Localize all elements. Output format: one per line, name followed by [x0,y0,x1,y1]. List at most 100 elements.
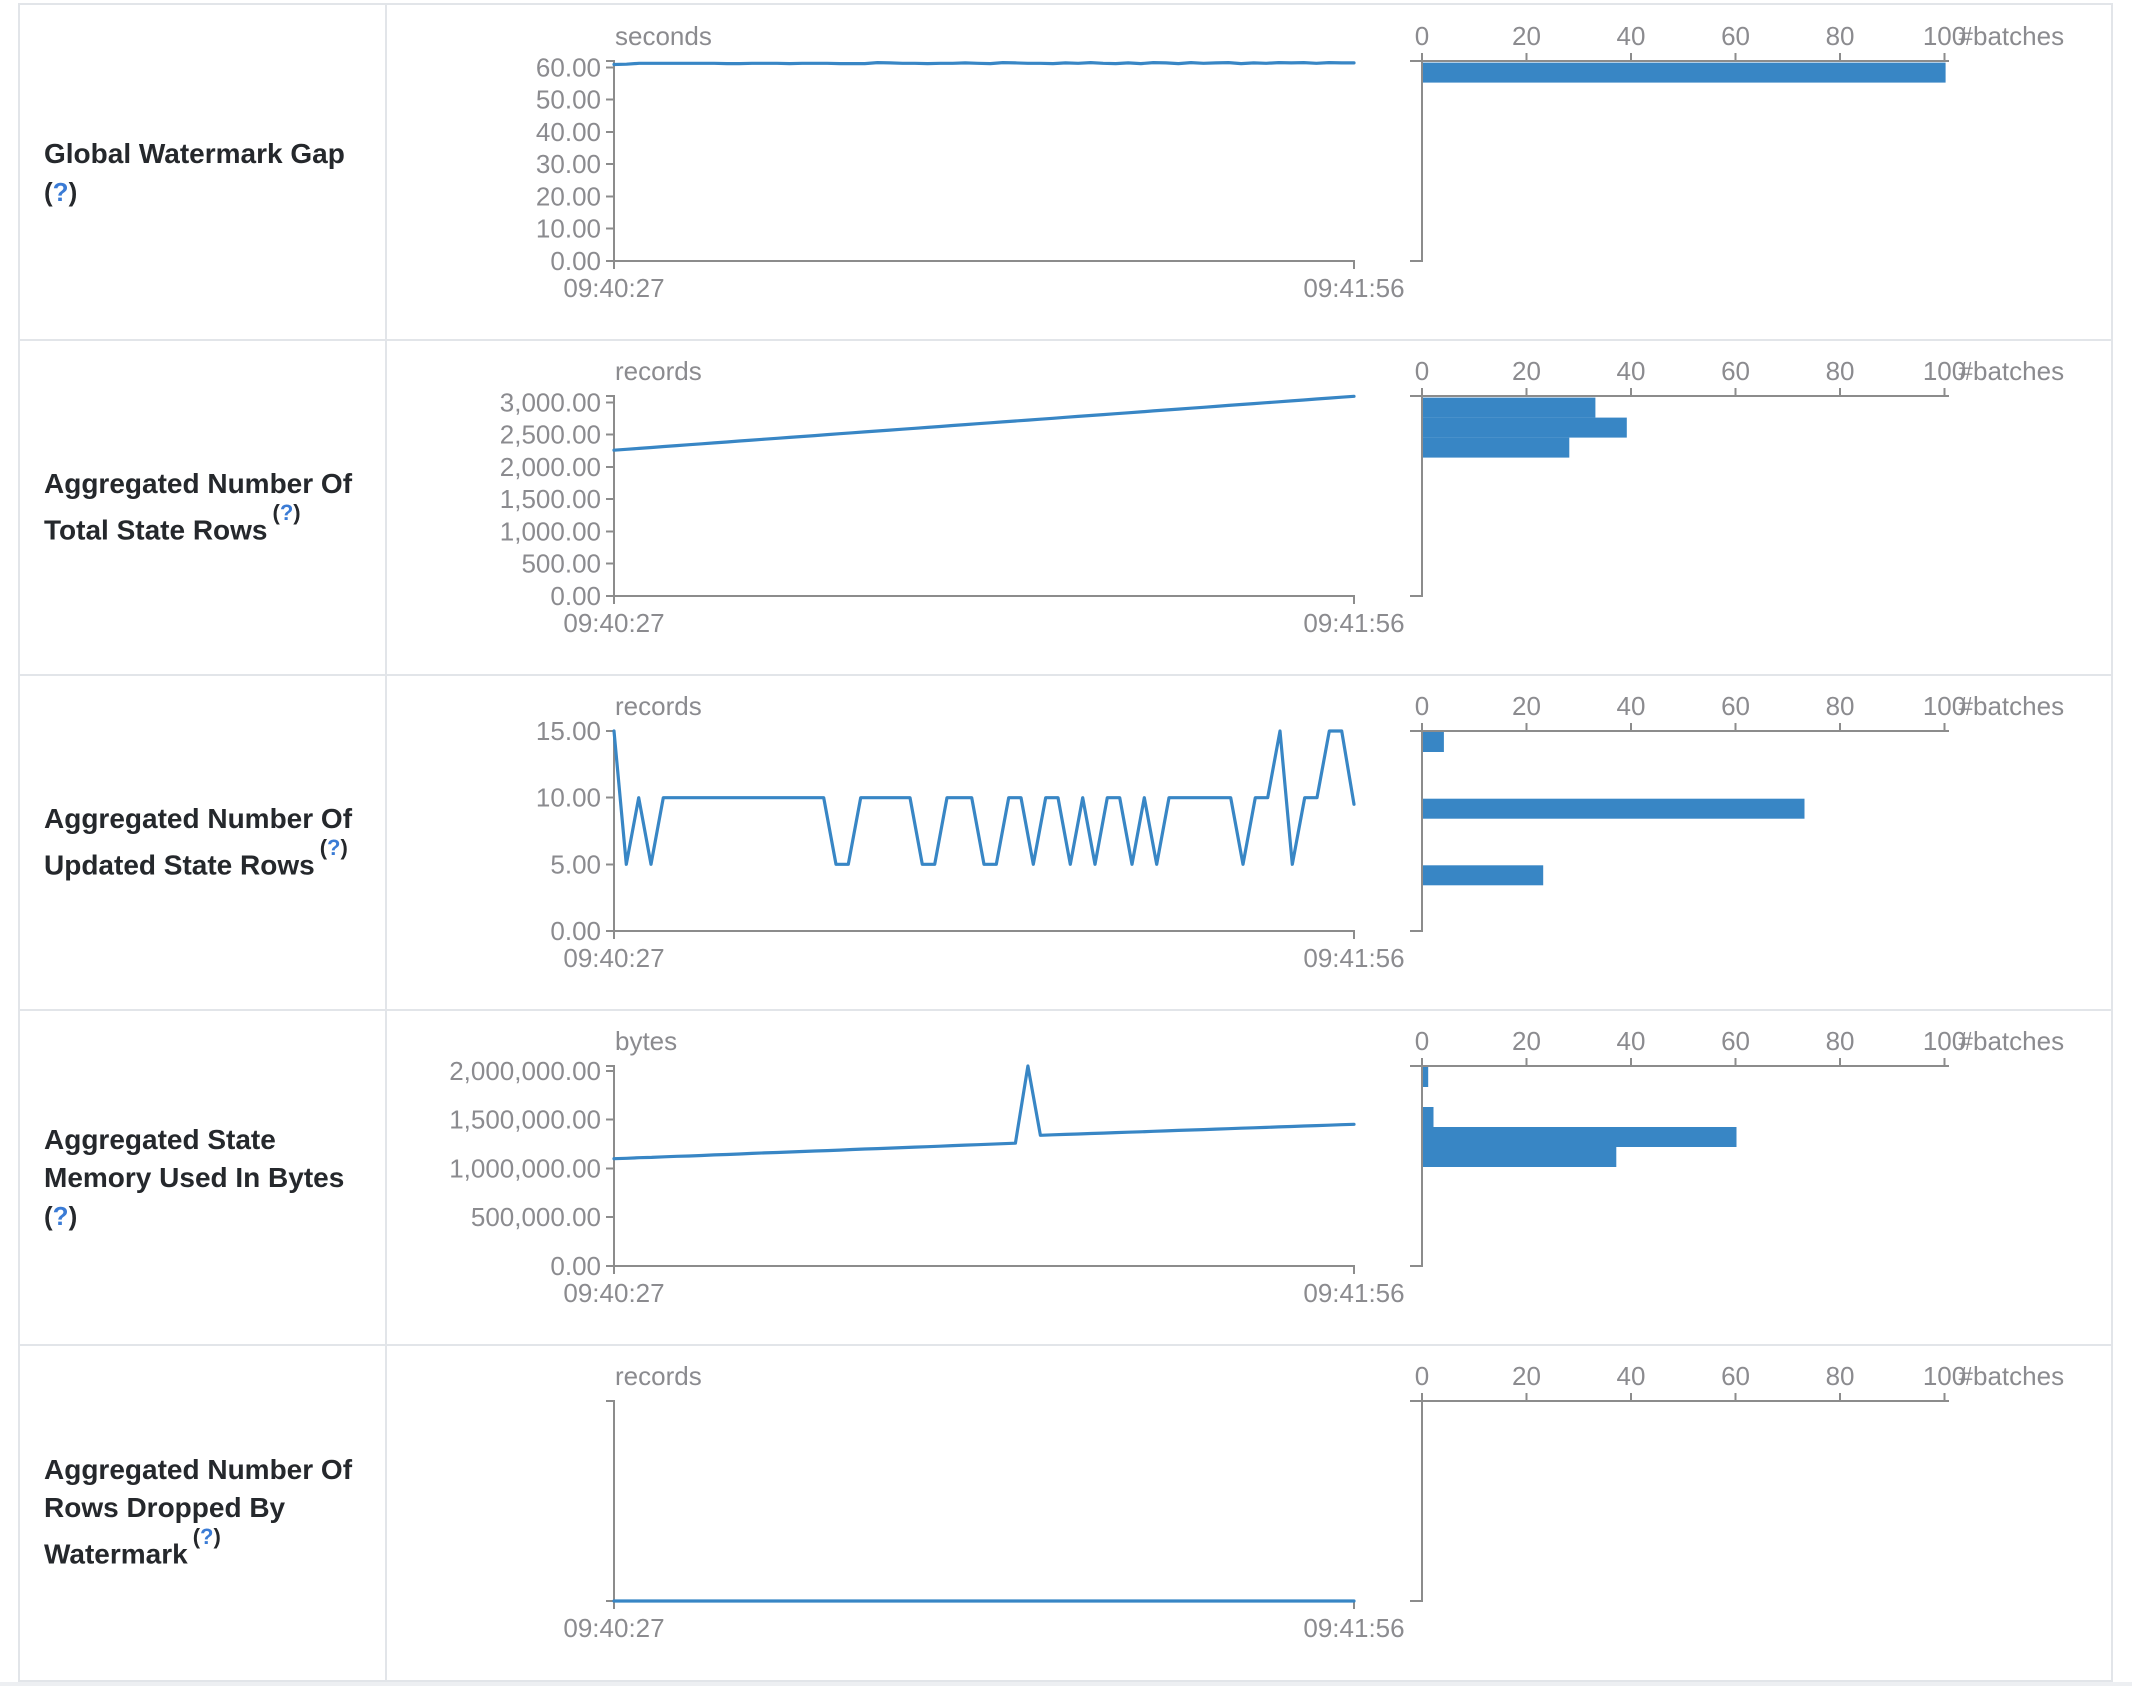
metric-title-line: Global Watermark Gap [44,137,345,169]
batches-tick-label: 60 [1721,1026,1750,1056]
help-question-icon[interactable]: ? [200,1524,214,1550]
histogram-chart: 0 20 40 60 80 100#batches [1410,691,2065,932]
page-footer-strip [0,1682,2132,1686]
y-tick-label: 2,000,000.00 [449,1056,601,1086]
y-tick-label: 3,000.00 [500,387,601,417]
x-start-label: 09:40:27 [563,1278,664,1308]
y-tick-label: 1,000,000.00 [449,1153,601,1183]
unit-label: records [615,1361,702,1391]
histogram-chart: 0 20 40 60 80 100#batches [1410,1361,2065,1602]
metrics-rows: Global Watermark Gap (?) seconds 60.00 50.0… [20,5,2111,1680]
histogram-chart: 0 20 40 60 80 100#batches [1410,356,2065,597]
unit-label: records [615,356,702,386]
y-tick-label: 500.00 [521,549,601,579]
help-paren-close: ) [293,500,301,526]
x-end-label: 09:41:56 [1303,943,1404,973]
y-tick-label: 5.00 [550,849,601,879]
batches-tick-label: 60 [1721,691,1750,721]
y-tick-label: 0.00 [550,1251,601,1281]
timeline-chart: records 3,000.002,500.002,000.001,500.001… [500,356,1405,638]
help-link[interactable]: (?) [320,835,348,860]
x-start-label: 09:40:27 [563,273,664,303]
metric-label-cell: Aggregated Number Of Rows Dropped By Water… [20,1345,385,1680]
batches-tick-label: 40 [1617,691,1646,721]
column-divider [385,5,387,1680]
help-question-icon[interactable]: ? [327,835,341,861]
metric-title: Aggregated Number Of Rows Dropped By Water… [44,1451,371,1573]
batches-axis-label: #batches [1959,21,2065,51]
help-link[interactable]: (?) [44,173,371,211]
metric-title-line: Aggregated Number Of [44,803,353,835]
help-link[interactable]: (?) [44,1197,371,1235]
metric-row-global-watermark-gap: Global Watermark Gap (?) seconds 60.00 50.0… [20,5,2111,340]
y-tick-label: 0.00 [550,916,601,946]
unit-label: records [615,691,702,721]
help-question-icon[interactable]: ? [279,500,294,526]
metric-title: Aggregated State Memory Used In Bytes (?) [44,1121,371,1235]
metric-label-cell: Aggregated State Memory Used In Bytes (?) [20,1010,385,1345]
batches-axis-label: #batches [1959,1026,2065,1056]
help-paren-open: ( [319,835,328,861]
y-tick-label: 2,500.00 [500,420,601,450]
help-question-icon[interactable]: ? [52,176,69,207]
y-tick-label: 10.00 [536,214,601,244]
histogram-bar [1423,397,1596,418]
row-divider [20,1344,2111,1346]
y-tick-label: 20.00 [536,181,601,211]
y-tick-label: 0.00 [550,246,601,276]
metric-charts: bytes 2,000,000.00 1,500,000.00 1,000,000.0… [449,1026,2065,1308]
metric-charts: seconds 60.0050.0040.0030.0020.0010.000.0… [536,21,2065,303]
y-tick-label: 40.00 [536,117,601,147]
metric-title-line: Updated State Rows(?) [44,835,348,881]
batches-tick-label: 0 [1415,21,1429,51]
metric-label-cell: Global Watermark Gap (?) [20,5,385,340]
batches-tick-label: 0 [1415,356,1429,386]
x-end-label: 09:41:56 [1303,1613,1404,1643]
batches-axis-label: #batches [1959,691,2065,721]
help-link[interactable]: (?) [273,500,301,525]
metric-row-aggregated-total-state-rows: Aggregated Number Of Total State Rows(?) … [20,340,2111,675]
metric-title: Global Watermark Gap (?) [44,135,371,211]
help-paren-open: ( [192,1524,201,1550]
batches-tick-label: 20 [1512,21,1541,51]
batches-tick-label: 80 [1826,1361,1855,1391]
help-paren-open: ( [44,1200,53,1231]
histogram-bar [1423,1067,1429,1087]
batches-tick-label: 100 [1923,1361,1966,1391]
timeline-series-line [612,729,1356,866]
batches-tick-label: 20 [1512,691,1541,721]
y-tick-label: 10.00 [536,783,601,813]
batches-tick-label: 80 [1826,21,1855,51]
metric-title-line: Total State Rows(?) [44,500,301,546]
batches-tick-label: 100 [1923,21,1966,51]
histogram-bar [1423,798,1805,819]
batches-tick-label: 40 [1617,21,1646,51]
histogram-bar [1423,1147,1617,1167]
batches-tick-label: 100 [1923,1026,1966,1056]
batches-tick-label: 20 [1512,356,1541,386]
y-tick-label: 15.00 [536,716,601,746]
histogram-bar [1423,437,1570,458]
row-divider [20,1009,2111,1011]
batches-tick-label: 100 [1923,691,1966,721]
help-question-icon[interactable]: ? [52,1200,69,1231]
unit-label: seconds [615,21,712,51]
histogram-chart: 0 20 40 60 80 100#batches [1410,21,2065,262]
help-link[interactable]: (?) [193,1524,221,1549]
batches-axis-label: #batches [1959,356,2065,386]
unit-label: bytes [615,1026,677,1056]
histogram-bar [1423,732,1444,752]
batches-axis-label: #batches [1959,1361,2065,1391]
metric-charts: records 09:40:27 09:41:56 0 20 40 60 80 100#batc… [563,1361,2065,1643]
metric-title-line: Aggregated Number Of [44,1454,353,1486]
help-paren-open: ( [272,500,280,526]
y-tick-label: 1,000.00 [500,516,601,546]
metric-row-aggregated-state-memory-used: Aggregated State Memory Used In Bytes (?) … [20,1010,2111,1345]
metric-charts: records3,000.002,500.002,000.001,500.001… [500,356,2065,638]
y-tick-label: 50.00 [536,85,601,115]
histogram-bar [1423,417,1627,438]
histogram-bar [1423,62,1946,83]
batches-tick-label: 80 [1826,1026,1855,1056]
histogram-chart: 0 20 40 60 80 100#batches [1410,1026,2065,1267]
batches-tick-label: 80 [1826,691,1855,721]
